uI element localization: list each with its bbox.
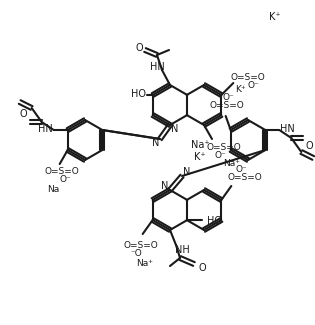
Text: O: O bbox=[198, 263, 206, 273]
Text: O=S=O: O=S=O bbox=[228, 174, 263, 183]
Text: HN: HN bbox=[38, 124, 53, 134]
Text: Na: Na bbox=[48, 186, 60, 194]
Text: O=S=O: O=S=O bbox=[123, 241, 158, 251]
Text: O: O bbox=[135, 43, 143, 53]
Text: HO: HO bbox=[131, 89, 146, 99]
Text: HN: HN bbox=[150, 62, 164, 72]
Text: K⁺: K⁺ bbox=[269, 12, 281, 22]
Text: O=S=O: O=S=O bbox=[209, 101, 244, 111]
Text: K⁺: K⁺ bbox=[235, 85, 246, 95]
Text: O⁻: O⁻ bbox=[235, 165, 247, 175]
Text: O=S=O: O=S=O bbox=[207, 142, 241, 151]
Text: Na⁺: Na⁺ bbox=[136, 259, 153, 268]
Text: O⁻: O⁻ bbox=[60, 176, 72, 185]
Text: Na⁺: Na⁺ bbox=[191, 140, 209, 150]
Text: HO: HO bbox=[207, 216, 222, 226]
Text: O: O bbox=[20, 109, 27, 119]
Text: ⁻O: ⁻O bbox=[131, 250, 143, 258]
Text: O⁻: O⁻ bbox=[248, 81, 259, 89]
Text: O: O bbox=[306, 141, 313, 151]
Text: K⁺: K⁺ bbox=[194, 152, 206, 162]
Text: HN: HN bbox=[280, 124, 295, 134]
Text: O⁻: O⁻ bbox=[223, 94, 235, 102]
Text: N: N bbox=[183, 167, 191, 177]
Text: NH: NH bbox=[175, 245, 189, 255]
Text: O=S=O: O=S=O bbox=[231, 72, 266, 82]
Text: O⁻: O⁻ bbox=[214, 150, 226, 160]
Text: Na⁺: Na⁺ bbox=[224, 159, 240, 167]
Text: N: N bbox=[161, 181, 169, 191]
Text: N: N bbox=[152, 138, 160, 148]
Text: N: N bbox=[171, 124, 179, 134]
Text: O=S=O: O=S=O bbox=[44, 167, 79, 176]
